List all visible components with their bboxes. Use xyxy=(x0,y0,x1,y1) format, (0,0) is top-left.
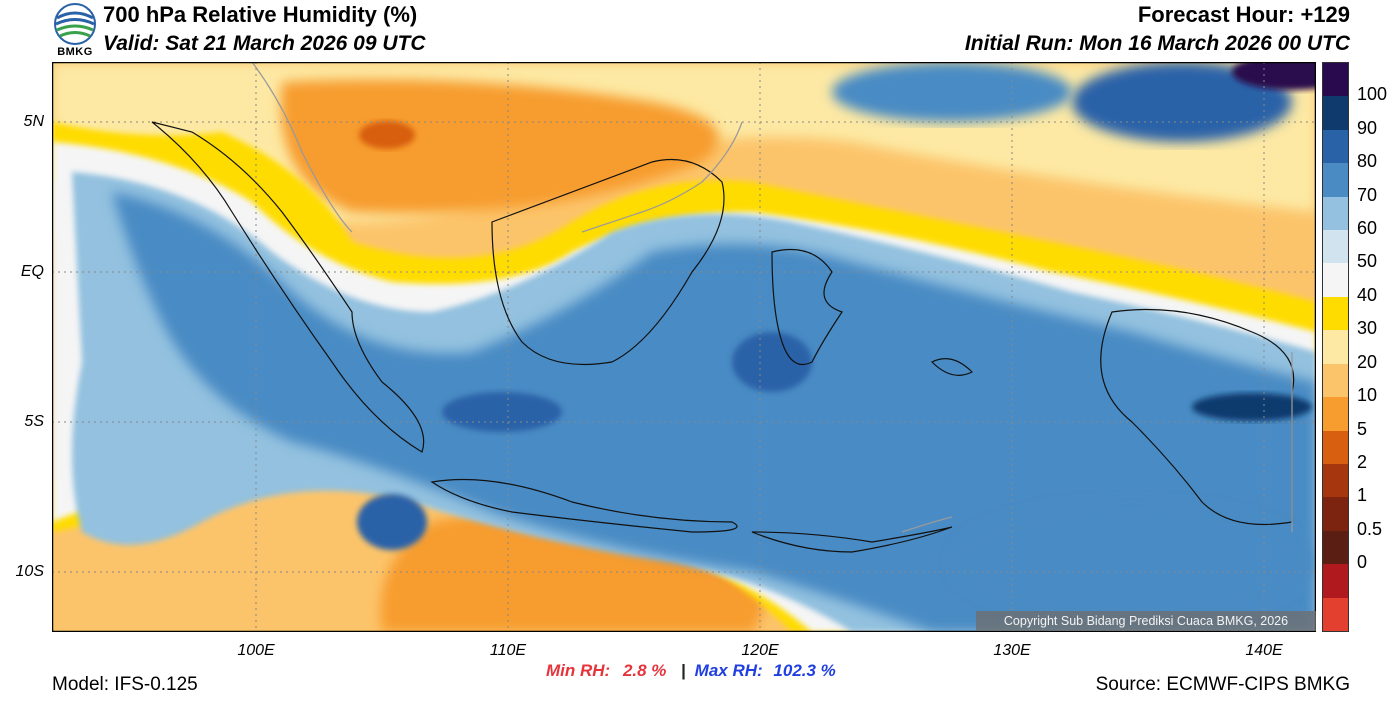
sumatra-coast xyxy=(151,121,425,453)
colorbar-segment xyxy=(1323,463,1348,498)
colorbar-tick-label: 90 xyxy=(1357,117,1378,138)
colorbar-segment xyxy=(1323,296,1348,331)
colorbar-tick-label: 0.5 xyxy=(1357,518,1383,539)
colorbar-segment xyxy=(1323,63,1348,97)
field-humid-extreme xyxy=(1232,62,1316,90)
colorbar-segment xyxy=(1323,330,1348,365)
colorbar-tick-label: 70 xyxy=(1357,184,1378,205)
field-humid-pocket-1 xyxy=(357,494,427,550)
colorbar-segment xyxy=(1323,497,1348,532)
lon-label-120e: 120E xyxy=(741,642,779,659)
valid-time: Valid: Sat 21 March 2026 09 UTC xyxy=(103,32,426,55)
colorbar-segment xyxy=(1323,96,1348,131)
colorbar-tick-label: 40 xyxy=(1357,284,1378,305)
colorbar-tick-label: 100 xyxy=(1357,84,1388,105)
lat-label-5n: 5N xyxy=(23,113,44,130)
field-humid-pocket-2 xyxy=(442,392,562,432)
colorbar-tick-label: 5 xyxy=(1357,418,1368,439)
colorbar-segment xyxy=(1323,129,1348,164)
colorbar-tick-label: 80 xyxy=(1357,151,1378,172)
forecast-hour: Forecast Hour: +129 xyxy=(1137,2,1350,27)
field-humid-southeast xyxy=(952,502,1312,622)
colorbar-segment xyxy=(1323,363,1348,398)
min-rh-label: Min RH: xyxy=(546,661,611,680)
lon-label-130e: 130E xyxy=(993,642,1031,659)
min-rh-value: 2.8 % xyxy=(622,661,667,680)
initial-run: Initial Run: Mon 16 March 2026 00 UTC xyxy=(964,32,1350,55)
max-rh-value: 102.3 % xyxy=(773,661,836,680)
field-north-darker xyxy=(280,79,719,214)
colorbar-tick-label: 20 xyxy=(1357,351,1378,372)
colorbar-tick-label: 1 xyxy=(1357,485,1368,506)
lon-label-100e: 100E xyxy=(237,642,275,659)
colorbar-tick-label: 10 xyxy=(1357,385,1378,406)
copyright-notice: Copyright Sub Bidang Prediksi Cuaca BMKG… xyxy=(976,611,1316,631)
field-dry-spot xyxy=(359,121,415,149)
lon-label-110e: 110E xyxy=(489,642,527,659)
humidity-map xyxy=(52,62,1316,632)
data-source: Source: ECMWF-CIPS BMKG xyxy=(1095,674,1350,695)
borders xyxy=(251,62,1293,533)
bmkg-logo xyxy=(52,2,98,60)
rh-stats: Min RH: 2.8 % | Max RH: 102.3 % xyxy=(546,661,836,681)
max-rh-label: Max RH: xyxy=(694,661,763,680)
map-title: 700 hPa Relative Humidity (%) xyxy=(103,2,418,27)
maluku-coast xyxy=(930,358,974,376)
colorbar-segment xyxy=(1323,230,1348,264)
lon-label-140e: 140E xyxy=(1245,642,1283,659)
colorbar-segment xyxy=(1323,163,1348,198)
colorbar xyxy=(1322,62,1349,632)
java-coast xyxy=(430,478,738,533)
map-frame xyxy=(52,62,1316,632)
sulawesi-coast xyxy=(771,248,843,366)
colorbar-segment xyxy=(1323,430,1348,465)
lat-label-eq: EQ xyxy=(20,263,44,280)
nusa-tenggara-coast xyxy=(751,526,953,553)
colorbar-tick-label: 50 xyxy=(1357,251,1378,272)
borneo-coast xyxy=(491,158,725,366)
colorbar-tick-label: 0 xyxy=(1357,552,1368,573)
graticule xyxy=(52,62,1316,632)
colorbar-segment xyxy=(1323,530,1348,565)
field-humid-pocket-3 xyxy=(732,332,812,392)
field-humid-max xyxy=(1192,393,1312,421)
stats-separator: | xyxy=(681,661,686,680)
coastlines xyxy=(151,121,1295,553)
field-humid-north xyxy=(832,62,1072,122)
colorbar-tick-label: 2 xyxy=(1357,451,1368,472)
lat-label-5s: 5S xyxy=(24,413,44,430)
colorbar-segment xyxy=(1323,564,1348,599)
colorbar-tick-label: 60 xyxy=(1357,218,1378,239)
logo-text: BMKG xyxy=(57,46,93,58)
colorbar-segment xyxy=(1323,263,1348,298)
model-name: Model: IFS-0.125 xyxy=(52,674,198,695)
colorbar-segment xyxy=(1323,196,1348,231)
colorbar-tick-label: 30 xyxy=(1357,318,1378,339)
colorbar-segment xyxy=(1323,397,1348,432)
lat-label-10s: 10S xyxy=(15,563,44,580)
colorbar-segment xyxy=(1323,597,1348,632)
